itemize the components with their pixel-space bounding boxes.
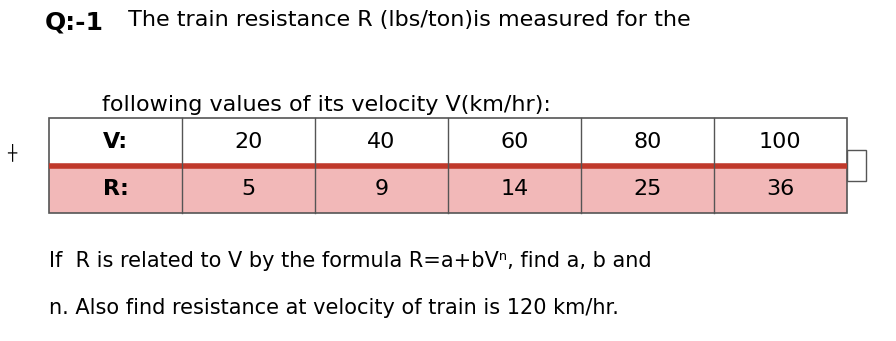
Text: R:: R:: [103, 179, 129, 199]
Text: 60: 60: [500, 132, 529, 152]
Text: 14: 14: [500, 179, 529, 199]
Text: following values of its velocity V(km/hr):: following values of its velocity V(km/hr…: [45, 95, 551, 116]
Text: ┼: ┼: [7, 143, 16, 161]
Text: The train resistance R (lbs/ton)is measured for the: The train resistance R (lbs/ton)is measu…: [121, 10, 691, 30]
Text: 20: 20: [235, 132, 263, 152]
Text: 5: 5: [242, 179, 255, 199]
Text: V:: V:: [103, 132, 128, 152]
Text: If  R is related to V by the formula R=a+bVⁿ, find a, b and: If R is related to V by the formula R=a+…: [49, 251, 652, 271]
Text: 9: 9: [375, 179, 389, 199]
Text: 80: 80: [633, 132, 661, 152]
Text: n. Also find resistance at velocity of train is 120 km/hr.: n. Also find resistance at velocity of t…: [49, 298, 619, 318]
Text: 40: 40: [367, 132, 396, 152]
Text: 25: 25: [633, 179, 661, 199]
Text: Q:-1: Q:-1: [45, 10, 104, 34]
Text: 36: 36: [766, 179, 795, 199]
Text: 100: 100: [759, 132, 802, 152]
Bar: [847, 150, 866, 181]
